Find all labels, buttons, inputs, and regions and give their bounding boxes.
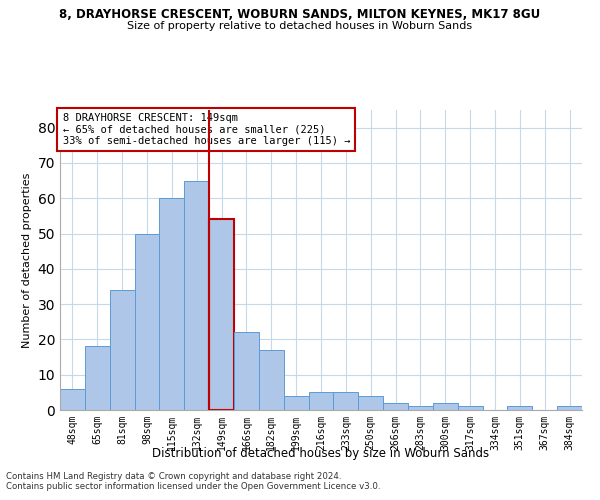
Text: Contains HM Land Registry data © Crown copyright and database right 2024.: Contains HM Land Registry data © Crown c… bbox=[6, 472, 341, 481]
Bar bbox=[433, 403, 458, 410]
Bar bbox=[134, 234, 160, 410]
Bar bbox=[308, 392, 334, 410]
Bar bbox=[160, 198, 184, 410]
Bar bbox=[557, 406, 582, 410]
Bar bbox=[334, 392, 358, 410]
Bar bbox=[508, 406, 532, 410]
Bar bbox=[259, 350, 284, 410]
Bar bbox=[358, 396, 383, 410]
Bar bbox=[209, 220, 234, 410]
Bar bbox=[408, 406, 433, 410]
Bar bbox=[458, 406, 482, 410]
Bar bbox=[110, 290, 134, 410]
Bar bbox=[184, 180, 209, 410]
Bar bbox=[284, 396, 308, 410]
Text: Size of property relative to detached houses in Woburn Sands: Size of property relative to detached ho… bbox=[127, 21, 473, 31]
Bar bbox=[383, 403, 408, 410]
Text: 8, DRAYHORSE CRESCENT, WOBURN SANDS, MILTON KEYNES, MK17 8GU: 8, DRAYHORSE CRESCENT, WOBURN SANDS, MIL… bbox=[59, 8, 541, 20]
Text: 8 DRAYHORSE CRESCENT: 149sqm
← 65% of detached houses are smaller (225)
33% of s: 8 DRAYHORSE CRESCENT: 149sqm ← 65% of de… bbox=[62, 113, 350, 146]
Text: Distribution of detached houses by size in Woburn Sands: Distribution of detached houses by size … bbox=[152, 448, 490, 460]
Text: Contains public sector information licensed under the Open Government Licence v3: Contains public sector information licen… bbox=[6, 482, 380, 491]
Bar bbox=[234, 332, 259, 410]
Y-axis label: Number of detached properties: Number of detached properties bbox=[22, 172, 32, 348]
Bar bbox=[85, 346, 110, 410]
Bar bbox=[60, 389, 85, 410]
